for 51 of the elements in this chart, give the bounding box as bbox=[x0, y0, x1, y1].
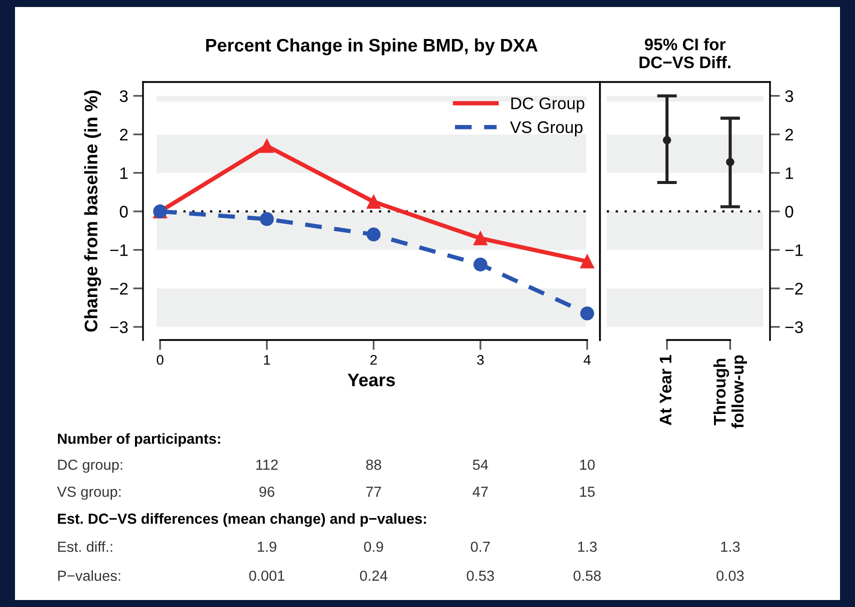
y-tick-label: −2 bbox=[110, 282, 128, 294]
text: Est. DC−VS differences (mean change) and p−values: bbox=[58, 513, 426, 527]
chart-title: Percent Change in Spine BMD, by DXA bbox=[206, 38, 538, 56]
text: 1.9 bbox=[258, 542, 276, 552]
text: DC group: bbox=[58, 460, 122, 473]
text: 10 bbox=[580, 460, 595, 470]
text: 1.3 bbox=[578, 542, 597, 552]
y2-tick-label: 1 bbox=[786, 167, 794, 179]
y-axis-title: Change from baseline (in %) bbox=[84, 90, 102, 332]
y2-tick-label: −2 bbox=[785, 282, 803, 294]
text: 0.9 bbox=[364, 542, 384, 552]
x-tick-label: At Year 1 bbox=[660, 355, 672, 426]
text: 0.24 bbox=[360, 570, 388, 581]
text: Est. diff.: bbox=[58, 541, 112, 552]
y-tick-label: 2 bbox=[120, 128, 128, 140]
text: 54 bbox=[472, 460, 488, 470]
y2-tick-label: 2 bbox=[785, 128, 794, 140]
y-tick-label: −3 bbox=[110, 321, 128, 334]
x-tick-label: Through follow-up bbox=[713, 355, 747, 428]
x-tick-label: 2 bbox=[370, 354, 377, 365]
text: 88 bbox=[366, 460, 382, 470]
x-tick-label: 0 bbox=[156, 354, 164, 365]
x-tick-label: 4 bbox=[584, 355, 591, 365]
y-tick-label: 3 bbox=[120, 90, 128, 102]
text: 0.58 bbox=[574, 570, 601, 581]
chart-title: 95% CI for DC−VS Diff. bbox=[640, 38, 730, 68]
y2-tick-label: 3 bbox=[785, 90, 794, 102]
legend-label: VS Group bbox=[510, 121, 582, 136]
text: 77 bbox=[366, 486, 382, 497]
text: 47 bbox=[472, 486, 488, 497]
text: Number of participants: bbox=[58, 433, 220, 447]
y-tick-label: −1 bbox=[110, 244, 128, 256]
legend-label: DC Group bbox=[511, 97, 584, 113]
y-tick-label: 1 bbox=[120, 167, 128, 179]
y-tick-label: 0 bbox=[120, 206, 128, 218]
text: 0.001 bbox=[249, 570, 284, 581]
text: 0.53 bbox=[466, 570, 494, 581]
y2-tick-label: 0 bbox=[785, 206, 794, 218]
y2-tick-label: −1 bbox=[785, 244, 803, 256]
text: 96 bbox=[259, 486, 274, 497]
text: VS group: bbox=[57, 486, 121, 500]
x-axis-title: Years bbox=[348, 374, 395, 386]
text: 0.03 bbox=[716, 570, 744, 581]
x-tick-label: 3 bbox=[477, 354, 484, 365]
x-tick-label: 1 bbox=[264, 355, 270, 365]
text: 0.7 bbox=[470, 542, 490, 552]
text: P−values: bbox=[58, 570, 120, 581]
text: 15 bbox=[580, 486, 595, 497]
y2-tick-label: −3 bbox=[785, 321, 803, 334]
text: 1.3 bbox=[721, 542, 740, 552]
text: 112 bbox=[256, 460, 278, 470]
